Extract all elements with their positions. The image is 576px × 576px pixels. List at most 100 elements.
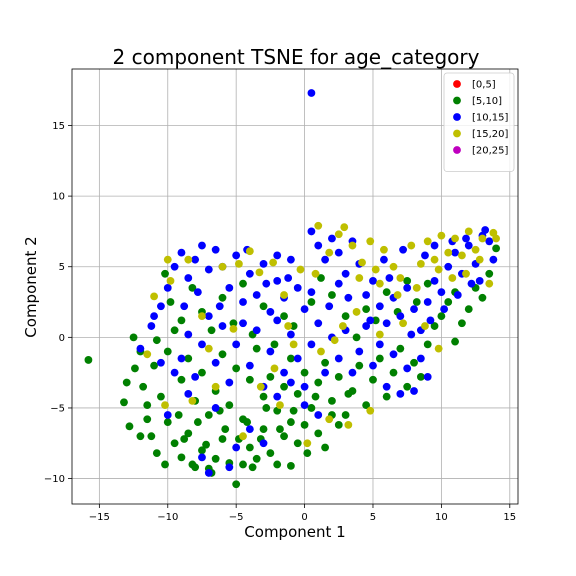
data-point xyxy=(184,389,193,398)
data-point xyxy=(180,435,189,443)
data-point xyxy=(204,344,213,353)
data-point xyxy=(252,291,261,299)
data-point xyxy=(317,347,325,356)
data-point xyxy=(143,401,152,410)
data-point xyxy=(352,308,361,316)
data-point xyxy=(296,265,305,274)
data-point xyxy=(184,274,193,282)
data-point xyxy=(328,291,336,299)
data-point xyxy=(416,260,425,268)
data-point xyxy=(358,258,366,267)
data-point xyxy=(430,322,439,330)
data-point xyxy=(396,344,405,353)
data-point xyxy=(211,382,220,391)
data-point xyxy=(341,411,350,419)
data-point xyxy=(325,415,334,424)
data-point xyxy=(423,372,432,381)
data-point xyxy=(188,284,197,292)
data-point xyxy=(143,415,152,424)
data-point xyxy=(163,284,172,292)
data-point xyxy=(286,378,295,387)
y-tick-label: 0 xyxy=(59,333,65,344)
legend-label: [10,15] xyxy=(472,113,509,124)
data-point xyxy=(177,375,186,384)
data-point xyxy=(403,284,412,292)
data-point xyxy=(139,382,148,391)
legend-label: [0,5] xyxy=(472,80,496,91)
data-point xyxy=(204,265,213,274)
data-point xyxy=(307,89,316,97)
data-point xyxy=(293,284,302,292)
data-point xyxy=(375,330,384,339)
data-point xyxy=(131,364,139,373)
series-3 xyxy=(143,221,501,448)
data-point xyxy=(232,443,241,452)
legend-marker xyxy=(453,129,461,138)
x-tick-label: −15 xyxy=(89,512,110,523)
data-point xyxy=(239,279,247,288)
data-point xyxy=(464,305,473,313)
data-point xyxy=(202,440,210,449)
data-point xyxy=(129,333,138,342)
data-point xyxy=(300,305,309,313)
data-point xyxy=(485,237,494,246)
data-point xyxy=(382,382,391,391)
data-point xyxy=(289,406,298,415)
data-point xyxy=(314,411,323,419)
data-point xyxy=(147,322,156,330)
data-point xyxy=(225,378,234,387)
data-point xyxy=(362,401,371,410)
data-point xyxy=(245,443,254,452)
data-point xyxy=(366,316,375,325)
data-point xyxy=(245,375,254,384)
data-point xyxy=(259,302,268,311)
data-point xyxy=(307,227,316,236)
data-point xyxy=(273,316,282,325)
data-point xyxy=(434,344,443,353)
legend-marker xyxy=(453,113,461,121)
data-point xyxy=(177,316,186,325)
data-point xyxy=(366,237,375,246)
legend-marker xyxy=(453,80,461,88)
data-point xyxy=(239,298,247,306)
data-point xyxy=(218,293,227,302)
data-point xyxy=(371,316,380,325)
data-point xyxy=(166,298,175,306)
data-point xyxy=(218,435,227,443)
data-point xyxy=(307,298,316,306)
data-point xyxy=(389,350,398,359)
data-point xyxy=(232,480,241,489)
data-point xyxy=(232,340,241,349)
data-point xyxy=(232,251,241,260)
data-point xyxy=(348,368,357,377)
data-point xyxy=(174,411,183,419)
data-point xyxy=(451,234,459,243)
y-tick-label: 10 xyxy=(52,192,65,203)
x-tick-label: 0 xyxy=(301,512,307,523)
data-point xyxy=(170,326,179,335)
x-tick-label: −10 xyxy=(157,512,178,523)
data-point xyxy=(344,389,353,398)
data-point xyxy=(437,288,446,297)
data-point xyxy=(284,274,293,282)
data-point xyxy=(252,344,261,353)
data-point xyxy=(393,291,402,299)
data-point xyxy=(375,302,384,311)
data-point xyxy=(163,411,172,419)
data-point xyxy=(389,368,398,377)
data-point xyxy=(410,305,418,313)
data-point xyxy=(314,378,323,387)
data-point xyxy=(485,279,494,288)
data-point xyxy=(311,269,320,278)
data-point xyxy=(239,319,247,328)
y-tick-label: −10 xyxy=(44,474,65,485)
data-point xyxy=(239,432,247,441)
data-point xyxy=(430,241,439,250)
data-point xyxy=(248,463,257,472)
data-point xyxy=(177,354,186,363)
data-point xyxy=(163,347,172,356)
data-point xyxy=(423,237,432,246)
data-point xyxy=(276,401,284,410)
data-point xyxy=(211,404,220,412)
